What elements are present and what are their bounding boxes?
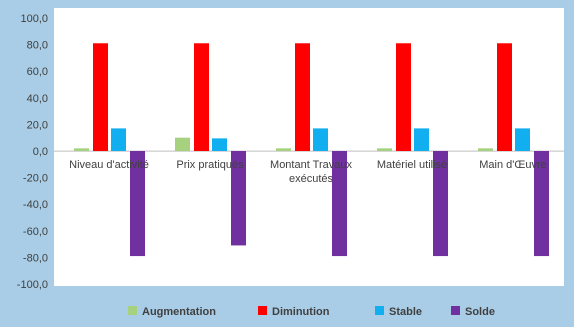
legend-swatch-stable bbox=[375, 306, 384, 315]
y-tick-label: 0,0 bbox=[33, 146, 48, 158]
legend-label-diminution: Diminution bbox=[272, 306, 330, 318]
category-label-line: Main d'Œuvre bbox=[479, 159, 547, 171]
y-tick-label: 60,0 bbox=[27, 66, 48, 78]
bar-solde-3 bbox=[433, 151, 448, 257]
legend-swatch-augmentation bbox=[128, 306, 137, 315]
category-label: Niveau d'activité bbox=[69, 159, 149, 171]
bar-solde-2 bbox=[332, 151, 347, 257]
bar-solde-1 bbox=[231, 151, 246, 246]
category-label-line: Montant Travaux bbox=[270, 159, 352, 171]
bar-augmentation-2 bbox=[276, 148, 291, 151]
bar-diminution-4 bbox=[497, 43, 512, 151]
category-label-line: Prix pratiqués bbox=[176, 159, 244, 171]
bar-solde-0 bbox=[130, 151, 145, 257]
y-tick-label: -40,0 bbox=[23, 199, 48, 211]
bar-diminution-1 bbox=[194, 43, 209, 151]
bar-diminution-3 bbox=[396, 43, 411, 151]
y-tick-label: -60,0 bbox=[23, 226, 48, 238]
bar-stable-4 bbox=[515, 128, 530, 151]
y-tick-label: 80,0 bbox=[27, 40, 48, 52]
legend-label-augmentation: Augmentation bbox=[142, 306, 216, 318]
legend-swatch-diminution bbox=[258, 306, 267, 315]
legend: Augmentation Diminution Stable Solde bbox=[128, 306, 495, 318]
category-label-line: Matériel utilisé bbox=[377, 159, 447, 171]
legend-label-stable: Stable bbox=[389, 306, 422, 318]
y-tick-label: 20,0 bbox=[27, 119, 48, 131]
y-tick-label: 100,0 bbox=[20, 13, 48, 25]
bar-augmentation-3 bbox=[377, 148, 392, 151]
category-label: Main d'Œuvre bbox=[479, 159, 547, 171]
category-label-line: Niveau d'activité bbox=[69, 159, 149, 171]
y-tick-label: -20,0 bbox=[23, 173, 48, 185]
legend-label-solde: Solde bbox=[465, 306, 495, 318]
y-tick-label: -100,0 bbox=[17, 279, 48, 291]
category-label: Prix pratiqués bbox=[176, 159, 244, 171]
y-axis-ticks: -100,0 -80,0 -60,0 -40,0 -20,0 0,0 20,0 40,0 60,… bbox=[17, 13, 48, 291]
bars bbox=[74, 43, 549, 257]
bar-diminution-2 bbox=[295, 43, 310, 151]
bar-stable-1 bbox=[212, 138, 227, 151]
category-label: Matériel utilisé bbox=[377, 159, 447, 171]
legend-swatch-solde bbox=[451, 306, 460, 315]
category-labels: Niveau d'activité Prix pratiqués Montant T… bbox=[69, 159, 547, 185]
bar-augmentation-4 bbox=[478, 148, 493, 151]
category-label-line: exécutés bbox=[289, 173, 334, 185]
bar-stable-0 bbox=[111, 128, 126, 151]
bar-augmentation-1 bbox=[175, 137, 190, 151]
bar-solde-4 bbox=[534, 151, 549, 257]
bar-stable-2 bbox=[313, 128, 328, 151]
y-tick-label: 40,0 bbox=[27, 93, 48, 105]
bar-stable-3 bbox=[414, 128, 429, 151]
y-tick-label: -80,0 bbox=[23, 252, 48, 264]
category-label: Montant Travaux exécutés bbox=[270, 159, 352, 185]
bar-augmentation-0 bbox=[74, 148, 89, 151]
bar-diminution-0 bbox=[93, 43, 108, 151]
